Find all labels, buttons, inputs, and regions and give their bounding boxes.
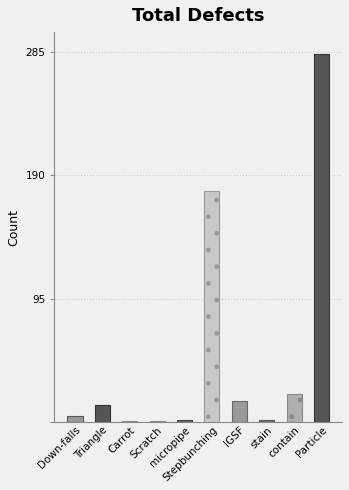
Y-axis label: Count: Count: [7, 209, 20, 245]
Bar: [259, 419, 274, 422]
Bar: [150, 421, 165, 422]
Title: Total Defects: Total Defects: [132, 7, 265, 25]
Bar: [122, 421, 137, 422]
Bar: [95, 405, 110, 422]
Bar: [232, 401, 247, 422]
Bar: [287, 393, 302, 422]
Bar: [314, 54, 329, 422]
Bar: [67, 416, 82, 422]
Bar: [205, 191, 220, 422]
Bar: [177, 419, 192, 422]
